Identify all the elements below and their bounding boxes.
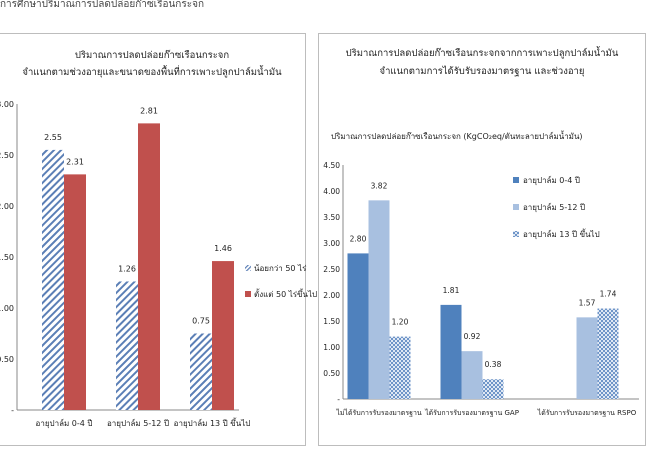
left-bar-value-label: 2.55 xyxy=(44,133,62,142)
left-y-tick-label: 0.50 xyxy=(0,355,14,364)
left-bar xyxy=(116,281,138,410)
right-legend-swatch xyxy=(513,177,519,183)
right-bar xyxy=(482,379,504,399)
right-chart-svg: 4.50 4.00 3.50 3.00 2.50 2.00 1.50 1.00 0.50 - 2.8… xyxy=(323,161,639,417)
left-bar xyxy=(190,333,212,410)
right-legend-swatch xyxy=(513,204,519,210)
right-bar-value-label: 0.38 xyxy=(485,360,502,369)
right-bar xyxy=(440,304,462,399)
left-x-tick-label: อายุปาล์ม 5-12 ปี xyxy=(107,418,169,428)
right-y-tick-label: 3.50 xyxy=(323,213,340,222)
left-bar-value-label: 1.46 xyxy=(214,244,232,253)
left-legend-label: น้อยกว่า 50 ไร่ xyxy=(254,264,307,273)
right-y-tick-label: - xyxy=(337,395,340,404)
left-legend-swatch xyxy=(245,291,251,297)
right-bar xyxy=(597,308,619,399)
left-bar-value-label: 2.31 xyxy=(66,157,84,166)
right-y-tick-label: 2.50 xyxy=(323,265,340,274)
left-x-tick-label: อายุปาล์ม 0-4 ปี xyxy=(36,418,93,428)
left-y-tick-label: 2.50 xyxy=(0,151,14,160)
right-bar xyxy=(576,317,598,399)
right-x-tick-label: ไม่ได้รับการรับรองมาตรฐาน xyxy=(335,408,422,417)
right-bar-value-label: 1.81 xyxy=(443,286,460,295)
right-bar-value-label: 0.92 xyxy=(464,332,481,341)
right-y-tick-label: 0.50 xyxy=(323,369,340,378)
left-bar-value-label: 0.75 xyxy=(192,317,210,326)
left-y-tick-label: 1.50 xyxy=(0,253,14,262)
left-legend-label: ตั้งแต่ 50 ไร่ขึ้นไป xyxy=(254,288,317,299)
right-bar xyxy=(389,336,411,399)
left-bar xyxy=(138,123,160,410)
left-legend-swatch xyxy=(245,265,251,271)
right-y-tick-label: 4.50 xyxy=(323,161,340,170)
chart-panel-right: ปริมาณการปลดปล่อยก๊าซเรือนกระจกจากการเพา… xyxy=(318,33,646,446)
left-chart-title: ปริมาณการปลดปล่อยก๊าซเรือนกระจก xyxy=(74,50,230,61)
right-y-tick-label: 3.00 xyxy=(323,239,340,248)
right-y-tick-label: 2.00 xyxy=(323,291,340,300)
left-y-tick-label: 3.00 xyxy=(0,100,14,109)
left-y-tick-label: - xyxy=(11,406,14,415)
right-legend-swatch xyxy=(513,231,519,237)
right-legend-label: อายุปาล์ม 13 ปี ขึ้นไป xyxy=(523,228,600,239)
chart-panel-left: ปริมาณการปลดปล่อยก๊าซเรือนกระจก จำแนกตาม… xyxy=(0,33,317,446)
left-bar xyxy=(212,261,234,410)
left-chart-svg: 3.00 2.50 2.00 1.50 1.00 0.50 - 2.55 2.31 อายุปาล… xyxy=(0,100,317,428)
right-chart-subtitle: จำแนกตามการได้รับรับรองมาตรฐาน และช่วงอา… xyxy=(379,66,585,77)
right-bar-value-label: 3.82 xyxy=(371,181,388,190)
left-bar xyxy=(64,174,86,410)
left-x-tick-label: อายุปาล์ม 13 ปี ขึ้นไป xyxy=(174,417,251,428)
right-x-tick-label: ได้รับการรับรองมาตรฐาน GAP xyxy=(424,408,519,417)
right-legend-label: อายุปาล์ม 0-4 ปี xyxy=(523,175,580,185)
right-bar-value-label: 1.57 xyxy=(579,298,596,307)
right-y-tick-label: 1.00 xyxy=(323,343,340,352)
right-bar xyxy=(368,200,390,399)
left-bar xyxy=(42,149,64,410)
left-bar-value-label: 2.81 xyxy=(140,106,158,115)
right-bar-value-label: 1.20 xyxy=(392,318,409,327)
right-bar xyxy=(461,351,483,399)
left-y-tick-label: 1.00 xyxy=(0,304,14,313)
page-caption: การศึกษาปริมาณการปลดปล่อยก๊าซเรือนกระจก xyxy=(0,0,205,10)
right-legend-label: อายุปาล์ม 5-12 ปี xyxy=(523,202,585,212)
right-bar-value-label: 2.80 xyxy=(350,234,367,243)
right-bar-value-label: 1.74 xyxy=(600,290,617,299)
left-chart-subtitle: จำแนกตามช่วงอายุและขนาดของพื้นที่การเพาะ… xyxy=(22,67,282,78)
right-bar xyxy=(347,253,369,399)
right-chart-title: ปริมาณการปลดปล่อยก๊าซเรือนกระจกจากการเพา… xyxy=(345,48,619,59)
right-x-tick-label: ได้รับการรับรองมาตรฐาน RSPO xyxy=(537,408,637,417)
right-chart-unit-label: ปริมาณการปลดปล่อยก๊าซเรือนกระจก (KgCO₂eq… xyxy=(331,132,583,141)
left-bar-value-label: 1.26 xyxy=(118,264,136,273)
right-y-tick-label: 4.00 xyxy=(323,187,340,196)
left-y-tick-label: 2.00 xyxy=(0,202,14,211)
right-y-tick-label: 1.50 xyxy=(323,317,340,326)
